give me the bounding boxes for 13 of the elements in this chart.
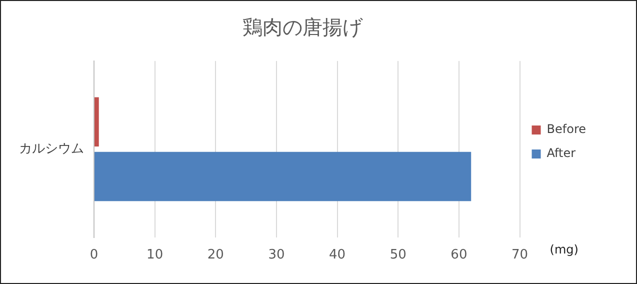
x-tick-label: 10 <box>146 248 164 263</box>
x-axis-title: (mg) <box>550 242 578 257</box>
chart-title: 鶏肉の唐揚げ <box>242 15 364 40</box>
x-tick-label: 30 <box>268 248 285 263</box>
x-tick-label: 60 <box>450 248 468 263</box>
y-tick-label: カルシウム <box>19 142 84 157</box>
x-tick-label: 50 <box>390 248 406 263</box>
legend-label: Before <box>546 122 586 136</box>
x-tick-label: 70 <box>511 248 528 263</box>
x-tick-label: 40 <box>329 248 346 263</box>
legend-label: After <box>546 146 576 160</box>
x-tick-label: 0 <box>90 248 98 263</box>
x-tick-label: 20 <box>207 248 224 263</box>
